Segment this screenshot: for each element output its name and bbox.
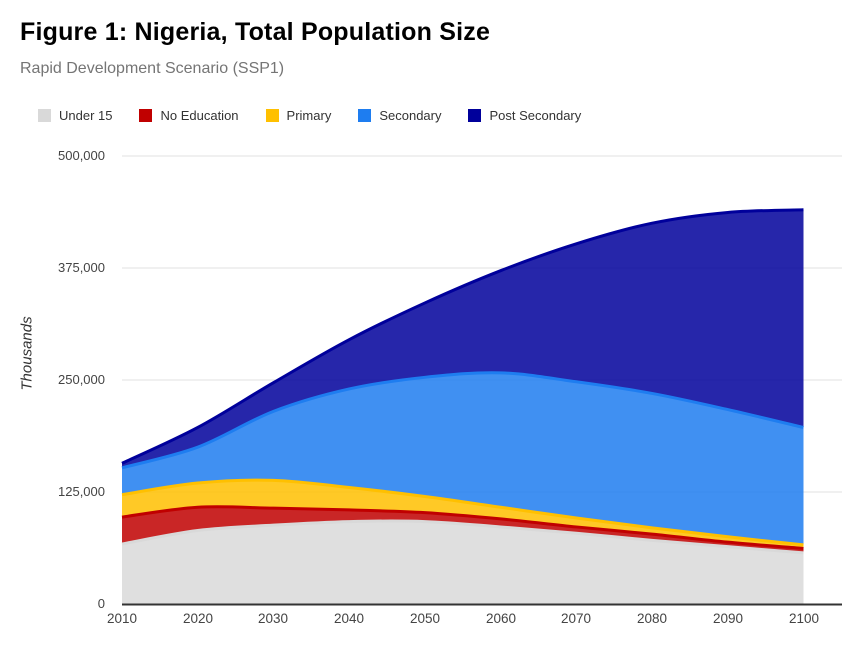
x-tick-label-2050: 2050 bbox=[409, 611, 441, 626]
legend-item-under-15: Under 15 bbox=[38, 108, 112, 123]
y-tick-label-500000: 500,000 bbox=[58, 148, 105, 163]
legend-swatch-no-education bbox=[139, 109, 153, 122]
y-axis-title: Thousands bbox=[18, 316, 36, 391]
legend-label-primary: Primary bbox=[286, 108, 332, 123]
y-tick-label-375000: 375,000 bbox=[58, 260, 105, 275]
legend-label-under-15: Under 15 bbox=[59, 108, 113, 123]
legend-swatch-primary bbox=[265, 109, 279, 122]
x-tick-label-2060: 2060 bbox=[485, 611, 517, 626]
legend-item-primary: Primary bbox=[265, 108, 332, 123]
x-tick-label-2100: 2100 bbox=[788, 611, 820, 626]
x-tick-label-2090: 2090 bbox=[712, 611, 744, 626]
series-line-secondary bbox=[121, 371, 804, 470]
x-tick-label-2010: 2010 bbox=[106, 611, 138, 626]
legend-label-no-education: No Education bbox=[160, 108, 239, 123]
legend-label-post-secondary: Post Secondary bbox=[489, 108, 582, 123]
legend-item-secondary: Secondary bbox=[358, 108, 441, 123]
area-band-under-15 bbox=[122, 521, 804, 604]
x-tick-label-2070: 2070 bbox=[560, 611, 592, 626]
area-band-secondary bbox=[122, 372, 804, 545]
x-tick-label-2040: 2040 bbox=[333, 611, 365, 626]
x-tick-label-2020: 2020 bbox=[182, 611, 214, 626]
x-tick-label-2080: 2080 bbox=[636, 611, 668, 626]
series-line-under-15 bbox=[121, 519, 804, 555]
legend-label-secondary: Secondary bbox=[379, 108, 442, 123]
series-line-primary bbox=[121, 478, 804, 547]
legend-swatch-under-15 bbox=[38, 109, 51, 122]
area-band-no-education bbox=[122, 506, 804, 553]
figure-subtitle: Rapid Development Scenario (SSP1) bbox=[20, 60, 285, 77]
series-line-post-secondary bbox=[121, 208, 804, 465]
y-tick-label-125000: 125,000 bbox=[58, 484, 105, 499]
legend-item-post-secondary: Post Secondary bbox=[468, 108, 581, 123]
y-tick-label-250000: 250,000 bbox=[58, 372, 105, 387]
y-tick-label-0: 0 bbox=[97, 596, 105, 611]
x-tick-label-2030: 2030 bbox=[257, 611, 289, 626]
chart-legend: Under 15 No Education Primary Secondary … bbox=[38, 108, 581, 123]
figure-title: Figure 1: Nigeria, Total Population Size bbox=[20, 18, 491, 46]
legend-swatch-post-secondary bbox=[468, 109, 482, 122]
legend-item-no-education: No Education bbox=[139, 108, 239, 123]
legend-swatch-secondary bbox=[358, 109, 372, 122]
series-line-no-education bbox=[121, 505, 804, 550]
